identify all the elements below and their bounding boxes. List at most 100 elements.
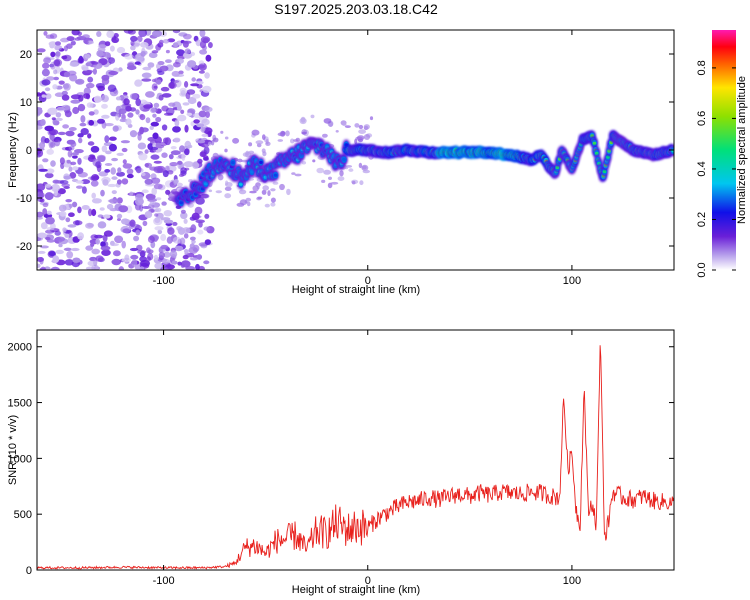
noise-speckle <box>133 235 140 242</box>
noise-speckle <box>160 244 169 250</box>
noise-speckle <box>344 125 351 128</box>
ridge-core <box>250 170 254 174</box>
noise-speckle <box>39 141 46 149</box>
noise-speckle <box>86 102 94 108</box>
colorbar-tick-label: 0.4 <box>696 161 708 176</box>
noise-speckle <box>94 234 104 239</box>
colorbar-tick-label: 0.2 <box>696 212 708 227</box>
noise-speckle <box>37 107 43 115</box>
noise-speckle <box>44 172 54 179</box>
noise-speckle <box>104 169 111 173</box>
noise-speckle <box>154 213 159 217</box>
noise-speckle <box>172 42 179 48</box>
noise-speckle <box>44 125 54 132</box>
noise-speckle <box>198 60 205 66</box>
noise-speckle <box>141 189 149 194</box>
noise-speckle <box>310 114 315 119</box>
noise-speckle <box>64 110 72 118</box>
ridge-core <box>231 161 235 165</box>
noise-speckle <box>96 50 104 57</box>
noise-speckle <box>150 154 160 160</box>
noise-speckle <box>184 124 189 133</box>
noise-speckle <box>48 251 56 257</box>
noise-speckle <box>57 188 66 195</box>
noise-speckle <box>115 96 122 101</box>
noise-speckle <box>204 106 213 112</box>
noise-speckle <box>84 54 91 59</box>
noise-speckle <box>40 119 46 126</box>
noise-speckle <box>67 150 73 158</box>
noise-speckle <box>38 192 45 198</box>
x-tick-label: 100 <box>563 575 581 587</box>
noise-speckle <box>41 79 51 86</box>
noise-speckle <box>157 70 165 76</box>
noise-speckle <box>301 161 307 165</box>
noise-speckle <box>106 203 114 210</box>
noise-speckle <box>155 116 162 123</box>
noise-speckle <box>85 222 94 229</box>
noise-speckle <box>351 180 356 185</box>
noise-speckle <box>95 255 104 262</box>
noise-speckle <box>37 48 46 53</box>
noise-speckle <box>58 80 65 85</box>
noise-speckle <box>81 186 87 194</box>
y-tick-label: 500 <box>14 509 32 521</box>
y-tick-label: -20 <box>16 241 32 253</box>
noise-speckle <box>139 103 144 111</box>
noise-speckle <box>154 226 164 231</box>
noise-speckle <box>190 83 200 87</box>
noise-speckle <box>171 80 180 83</box>
noise-speckle <box>91 192 96 199</box>
colorbar-tick-label: 0.6 <box>696 111 708 126</box>
noise-speckle <box>195 197 205 205</box>
noise-speckle <box>141 78 152 82</box>
noise-speckle <box>124 53 134 60</box>
noise-speckle <box>154 207 162 213</box>
noise-speckle <box>110 243 119 247</box>
ridge-core <box>594 151 599 155</box>
noise-speckle <box>90 145 100 153</box>
noise-speckle <box>42 208 48 216</box>
noise-speckle <box>150 147 159 151</box>
y-tick-label: -10 <box>16 193 32 205</box>
ridge-core <box>239 182 243 186</box>
noise-speckle <box>103 230 113 237</box>
noise-speckle <box>203 226 211 231</box>
noise-speckle <box>198 110 207 118</box>
noise-speckle <box>135 109 140 115</box>
noise-speckle <box>195 219 205 224</box>
noise-speckle <box>174 73 185 77</box>
noise-speckle <box>255 140 264 145</box>
noise-speckle <box>140 41 149 48</box>
noise-speckle <box>184 81 189 88</box>
noise-speckle <box>55 41 61 46</box>
noise-speckle <box>153 183 163 190</box>
noise-speckle <box>90 242 95 248</box>
noise-speckle <box>345 165 349 170</box>
noise-speckle <box>111 190 117 195</box>
noise-speckle <box>109 198 119 204</box>
noise-speckle <box>45 168 55 174</box>
noise-speckle <box>146 256 152 262</box>
noise-speckle <box>40 266 46 270</box>
noise-speckle <box>330 181 339 185</box>
noise-speckle <box>358 162 363 169</box>
noise-speckle <box>199 151 207 158</box>
noise-speckle <box>41 94 46 98</box>
noise-speckle <box>130 35 138 42</box>
noise-speckle <box>64 247 72 251</box>
noise-speckle <box>95 161 102 169</box>
noise-speckle <box>323 169 331 175</box>
noise-speckle <box>202 157 210 161</box>
noise-speckle <box>293 139 299 142</box>
noise-speckle <box>157 229 163 235</box>
noise-speckle <box>169 162 178 167</box>
noise-speckle <box>139 114 146 121</box>
noise-speckle <box>64 233 70 238</box>
noise-speckle <box>80 128 89 135</box>
colorbar-tick-label: 0.0 <box>696 262 708 277</box>
noise-speckle <box>57 131 66 136</box>
noise-speckle <box>134 61 141 65</box>
